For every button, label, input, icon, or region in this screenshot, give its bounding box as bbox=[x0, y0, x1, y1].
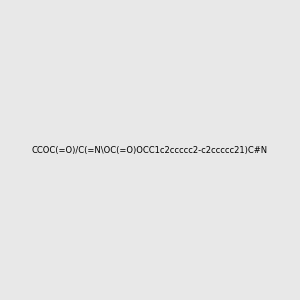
Text: CCOC(=O)/C(=N\OC(=O)OCC1c2ccccc2-c2ccccc21)C#N: CCOC(=O)/C(=N\OC(=O)OCC1c2ccccc2-c2ccccc… bbox=[32, 146, 268, 154]
